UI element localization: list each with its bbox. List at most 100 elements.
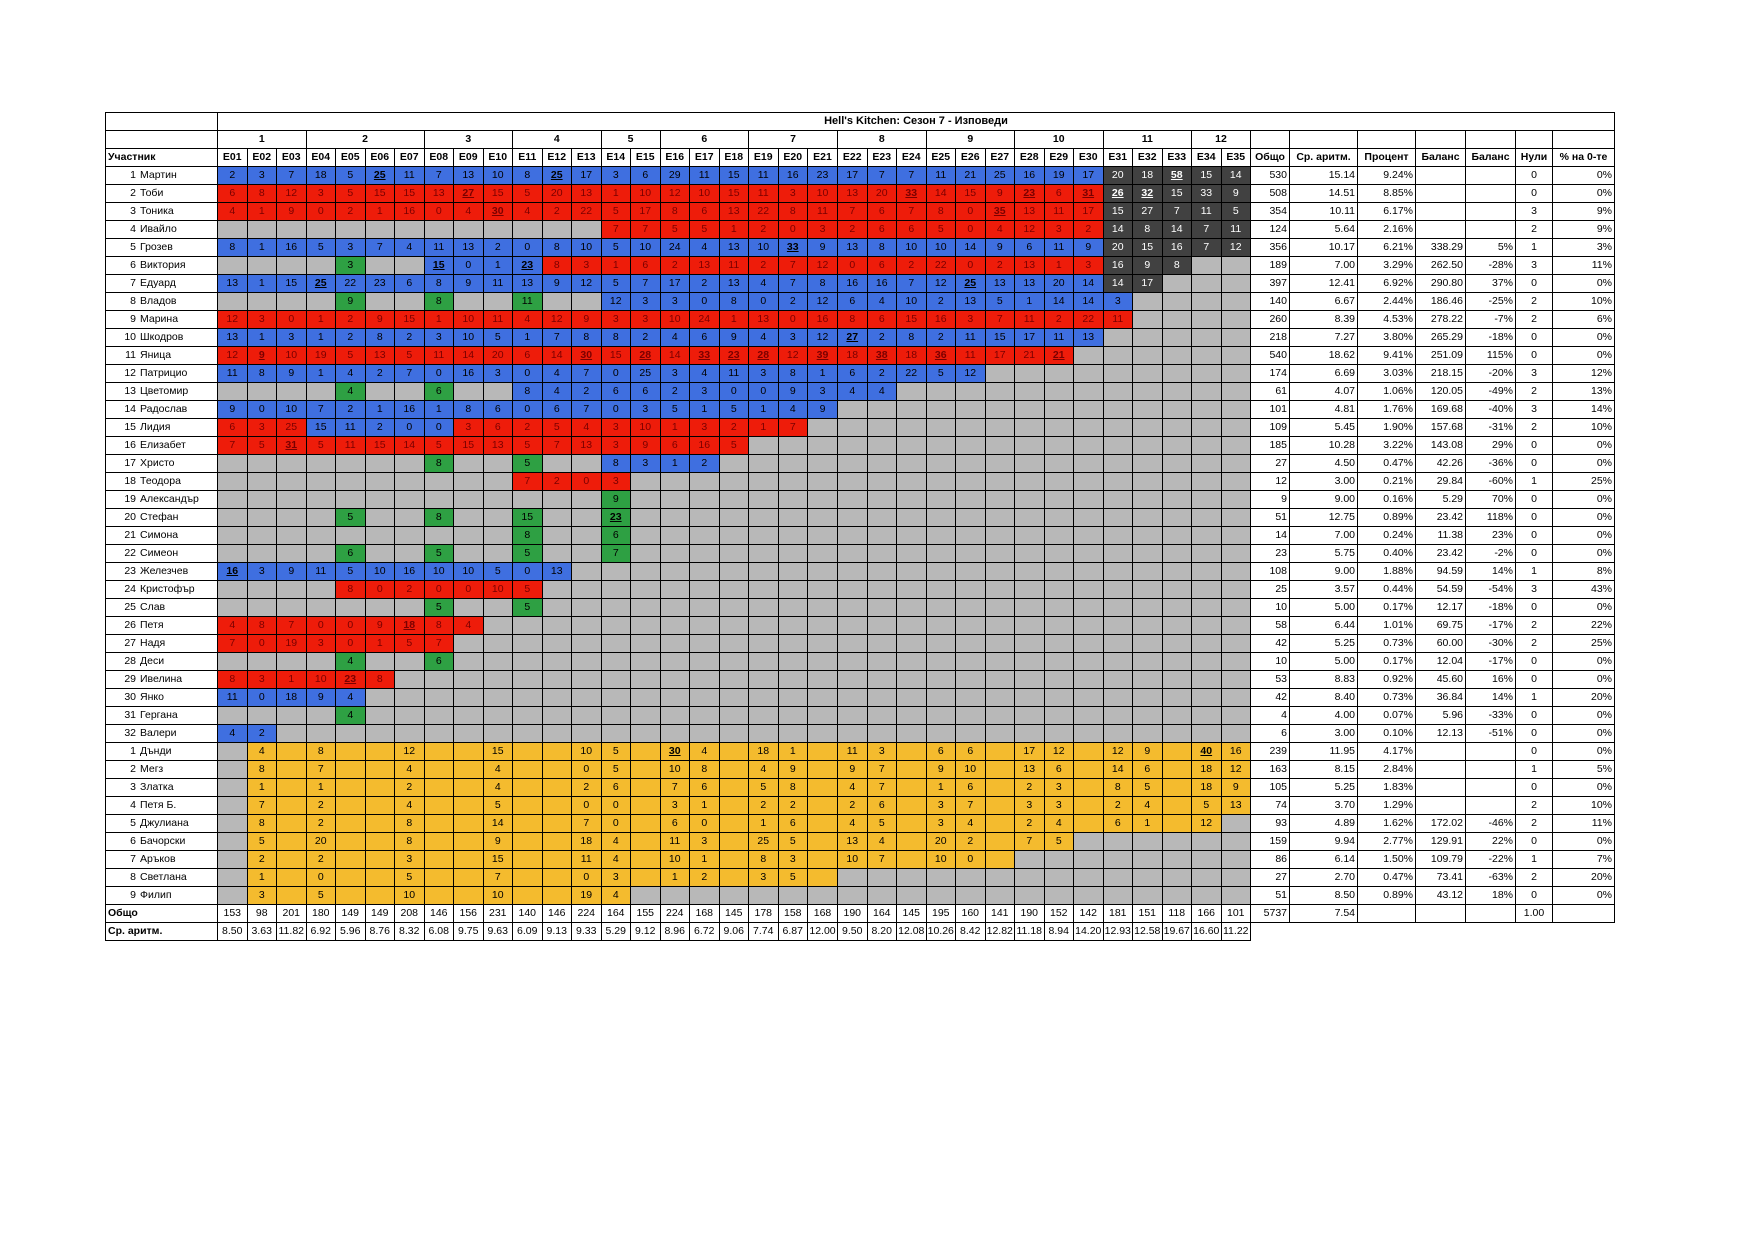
episode-cell — [1191, 436, 1222, 455]
episode-cell: 4 — [984, 220, 1015, 239]
episode-cell: 4 — [866, 382, 897, 401]
episode-cell: 30 — [659, 742, 690, 761]
episode-cell: 10 — [925, 238, 956, 257]
participant-index: 6 — [130, 835, 136, 847]
average-cell: 9.13 — [541, 922, 572, 941]
episode-cell — [1014, 436, 1045, 455]
episode-cell: 10 — [364, 562, 395, 581]
episode-cell — [512, 778, 543, 797]
episode-cell: 5 — [512, 436, 543, 455]
participant-row: 16 Елизабет 7 5 31 5 11 15 14 5 15 13 5 7 13 3 9 6 16 5 185 1… — [105, 436, 1615, 455]
episode-cell — [1043, 688, 1074, 707]
episode-cell — [423, 490, 454, 509]
total-cell: 190 — [1014, 904, 1045, 923]
episode-cell: 6 — [955, 742, 986, 761]
total-stat-cell — [1465, 904, 1516, 923]
episode-cell: 14 — [1073, 292, 1104, 311]
stat-cell: 2 — [1515, 814, 1553, 833]
episode-cell: 0 — [305, 868, 336, 887]
episode-cell — [955, 868, 986, 887]
episode-cell — [217, 742, 248, 761]
episode-cell — [718, 670, 749, 689]
participant-index: 1 — [130, 169, 136, 181]
stat-cell: 36.84 — [1415, 688, 1466, 707]
participant-name: 13 Цветомир — [105, 382, 218, 401]
episode-cell — [571, 598, 602, 617]
episode-cell: 12 — [807, 328, 838, 347]
episode-cell: 16 — [394, 202, 425, 221]
episode-cell — [984, 760, 1015, 779]
episode-cell — [1073, 490, 1104, 509]
episode-cell — [659, 526, 690, 545]
participant-label: Елизабет — [140, 439, 186, 451]
stat-cell: 9 — [1250, 490, 1290, 509]
episode-cell — [1073, 472, 1104, 491]
episode-cell: 5 — [482, 328, 513, 347]
stat-cell: 0.17% — [1357, 652, 1416, 671]
episode-cell: 10 — [305, 670, 336, 689]
participant-index: 4 — [130, 799, 136, 811]
participant-index: 7 — [130, 853, 136, 865]
episode-cell — [1220, 706, 1251, 725]
episode-cell: 0 — [335, 616, 366, 635]
episode-cell: 2 — [305, 850, 336, 869]
episode-cell — [1132, 292, 1163, 311]
participant-row: 7 Аръков 2 2 3 15 11 4 10 1 8 3 10 7 10 0 86 6.14 1.50% 109… — [105, 850, 1615, 869]
episode-cell — [1161, 796, 1192, 815]
episode-cell: 1 — [276, 670, 307, 689]
episode-cell: 2 — [748, 256, 779, 275]
episode-cell: 2 — [394, 328, 425, 347]
episode-cell — [807, 490, 838, 509]
episode-cell: 9 — [1132, 742, 1163, 761]
stat-cell — [1415, 760, 1466, 779]
episode-cell: 3 — [807, 382, 838, 401]
episode-cell: 5 — [925, 364, 956, 383]
episode-cell — [571, 580, 602, 599]
episode-cell — [1043, 526, 1074, 545]
stat-cell: 45.60 — [1415, 670, 1466, 689]
stat-cell: 94.59 — [1415, 562, 1466, 581]
stat-cell: 1 — [1515, 472, 1553, 491]
episode-cell — [1102, 688, 1133, 707]
episode-cell — [1191, 508, 1222, 527]
episode-cell — [807, 868, 838, 887]
episode-cell: 3 — [777, 850, 808, 869]
episode-cell — [1191, 598, 1222, 617]
episode-cell — [541, 508, 572, 527]
episode-cell: 58 — [1161, 166, 1192, 185]
episode-cell — [482, 652, 513, 671]
column-header: E06 — [364, 148, 395, 167]
episode-cell — [1102, 508, 1133, 527]
episode-cell: 2 — [512, 418, 543, 437]
episode-cell: 7 — [571, 814, 602, 833]
episode-cell — [482, 706, 513, 725]
episode-cell — [541, 598, 572, 617]
episode-cell — [807, 418, 838, 437]
stat-cell: -7% — [1465, 310, 1516, 329]
episode-cell: 1 — [305, 364, 336, 383]
episode-cell: 4 — [748, 328, 779, 347]
episode-cell: 4 — [335, 364, 366, 383]
episode-cell: 11 — [837, 742, 868, 761]
episode-cell — [217, 850, 248, 869]
episode-cell: 0 — [689, 814, 720, 833]
episode-cell — [276, 220, 307, 239]
episode-cell: 7 — [423, 634, 454, 653]
stat-cell — [1415, 796, 1466, 815]
stat-cell: 0.47% — [1357, 868, 1416, 887]
episode-cell — [896, 562, 927, 581]
stat-cell: 0% — [1552, 724, 1615, 743]
episode-cell: 0 — [718, 382, 749, 401]
episode-cell — [453, 472, 484, 491]
column-header: Ср. аритм. — [1289, 148, 1358, 167]
episode-cell: 1 — [718, 310, 749, 329]
episode-cell — [955, 418, 986, 437]
episode-cell — [807, 706, 838, 725]
stat-cell: 0.47% — [1357, 454, 1416, 473]
episode-cell: 3 — [335, 256, 366, 275]
stat-cell — [1415, 166, 1466, 185]
episode-cell: 6 — [1132, 760, 1163, 779]
stat-cell: 42 — [1250, 688, 1290, 707]
episode-cell — [1191, 346, 1222, 365]
stat-cell: 53 — [1250, 670, 1290, 689]
